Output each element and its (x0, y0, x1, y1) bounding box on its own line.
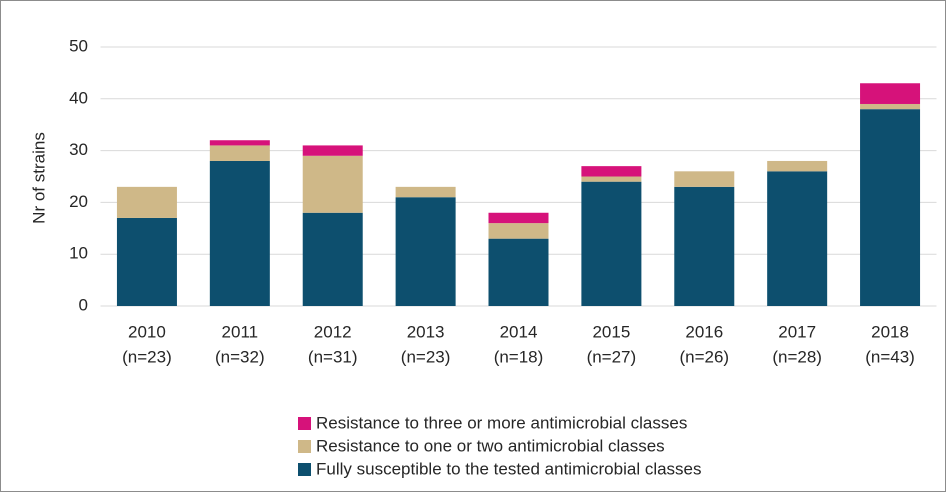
bar-segment (116, 186, 177, 218)
bar-segment (488, 238, 549, 306)
x-tick-label: 2017 (778, 322, 816, 341)
y-tick-label: 0 (79, 295, 88, 314)
bar-segment (488, 223, 549, 239)
x-tick-label: (n=23) (122, 347, 172, 366)
bar-segment (209, 140, 270, 146)
x-tick-label: 2014 (500, 322, 538, 341)
x-tick-label: 2011 (222, 322, 259, 341)
legend-swatch (298, 417, 311, 430)
x-tick-label: (n=23) (401, 347, 451, 366)
bar-segment (860, 109, 921, 306)
y-tick-label: 30 (69, 140, 88, 159)
y-axis-label: Nr of strains (29, 132, 48, 224)
legend-swatch (298, 440, 311, 453)
x-tick-label: (n=26) (679, 347, 729, 366)
bar-segment (302, 212, 363, 306)
bar-segment (581, 176, 642, 182)
x-tick-label: 2015 (592, 322, 630, 341)
x-tick-label: (n=27) (587, 347, 637, 366)
bar-segment (209, 160, 270, 306)
bar-segment (116, 217, 177, 306)
bar-segment (302, 155, 363, 213)
x-tick-label: (n=43) (865, 347, 915, 366)
legend-label: Fully susceptible to the tested antimicr… (316, 459, 702, 478)
x-tick-label: (n=31) (308, 347, 358, 366)
bar-segment (581, 166, 642, 177)
bar-segment (395, 186, 456, 198)
y-tick-label: 40 (69, 88, 88, 107)
bar-segment (395, 197, 456, 306)
legend-label: Resistance to one or two antimicrobial c… (316, 436, 665, 455)
bar-segment (581, 181, 642, 306)
x-tick-label: (n=28) (772, 347, 822, 366)
x-tick-label: 2016 (685, 322, 723, 341)
x-tick-label: (n=32) (215, 347, 265, 366)
bar-segment (302, 145, 363, 156)
y-tick-label: 10 (69, 244, 88, 263)
x-tick-label: 2010 (128, 322, 166, 341)
bar-segment (860, 103, 921, 110)
bar-segment (209, 145, 270, 161)
bar-segment (860, 83, 921, 104)
x-tick-label: 2013 (407, 322, 445, 341)
bar-segment (488, 212, 549, 224)
bar-segment (674, 186, 735, 306)
bar-segment (767, 171, 828, 306)
bar-segment (767, 160, 828, 172)
x-tick-label: 2018 (871, 322, 909, 341)
y-tick-label: 20 (69, 192, 88, 211)
x-tick-label: (n=18) (494, 347, 544, 366)
x-tick-label: 2012 (314, 322, 352, 341)
bar-segment (674, 171, 735, 187)
legend-label: Resistance to three or more antimicrobia… (316, 413, 687, 432)
legend-swatch (298, 463, 311, 476)
y-tick-label: 50 (69, 36, 88, 55)
